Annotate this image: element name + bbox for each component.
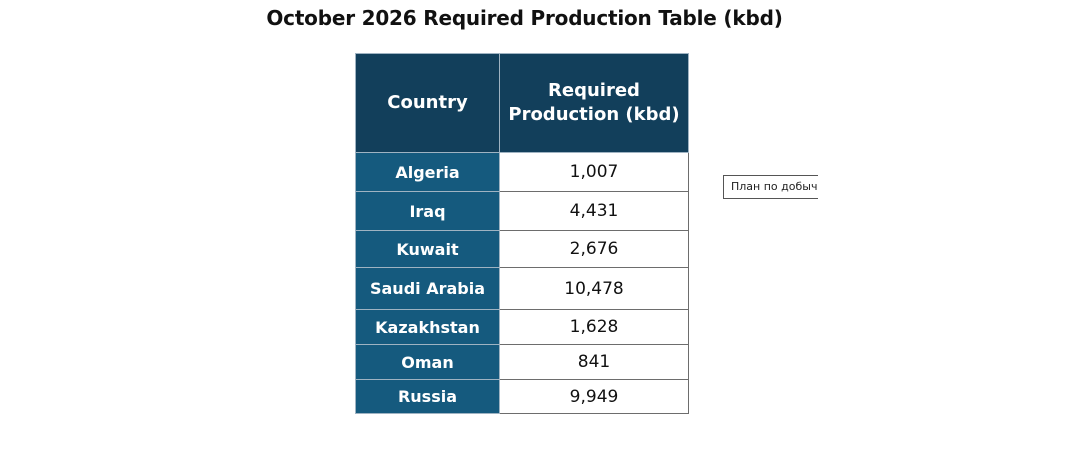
table-row: Oman 841 [355, 344, 689, 380]
table-row: Kuwait 2,676 [355, 230, 689, 268]
production-cell: 10,478 [499, 267, 689, 310]
country-cell: Iraq [355, 191, 500, 231]
table-row: Iraq 4,431 [355, 191, 689, 231]
country-cell: Kazakhstan [355, 309, 500, 345]
translation-tooltip: План по добыче [723, 175, 818, 199]
column-header-country: Country [355, 53, 500, 153]
table-row: Saudi Arabia 10,478 [355, 267, 689, 310]
column-header-production: Required Production (kbd) [499, 53, 689, 153]
production-cell: 841 [499, 344, 689, 380]
country-cell: Saudi Arabia [355, 267, 500, 310]
column-header-production-line2: Production (kbd) [508, 104, 680, 125]
production-table-container: Country Required Production (kbd) Algeri… [355, 53, 689, 414]
table-row: Algeria 1,007 [355, 152, 689, 192]
table-row: Kazakhstan 1,628 [355, 309, 689, 345]
column-header-production-line1: Required [548, 80, 640, 101]
page-title: October 2026 Required Production Table (… [266, 6, 783, 30]
country-cell: Algeria [355, 152, 500, 192]
production-cell: 1,007 [499, 152, 689, 192]
production-table: Country Required Production (kbd) Algeri… [355, 53, 689, 414]
table-header-row: Country Required Production (kbd) [355, 53, 689, 153]
production-cell: 2,676 [499, 230, 689, 268]
country-cell: Kuwait [355, 230, 500, 268]
production-cell: 1,628 [499, 309, 689, 345]
country-cell: Oman [355, 344, 500, 380]
country-cell: Russia [355, 379, 500, 414]
production-cell: 4,431 [499, 191, 689, 231]
table-row: Russia 9,949 [355, 379, 689, 414]
production-cell: 9,949 [499, 379, 689, 414]
